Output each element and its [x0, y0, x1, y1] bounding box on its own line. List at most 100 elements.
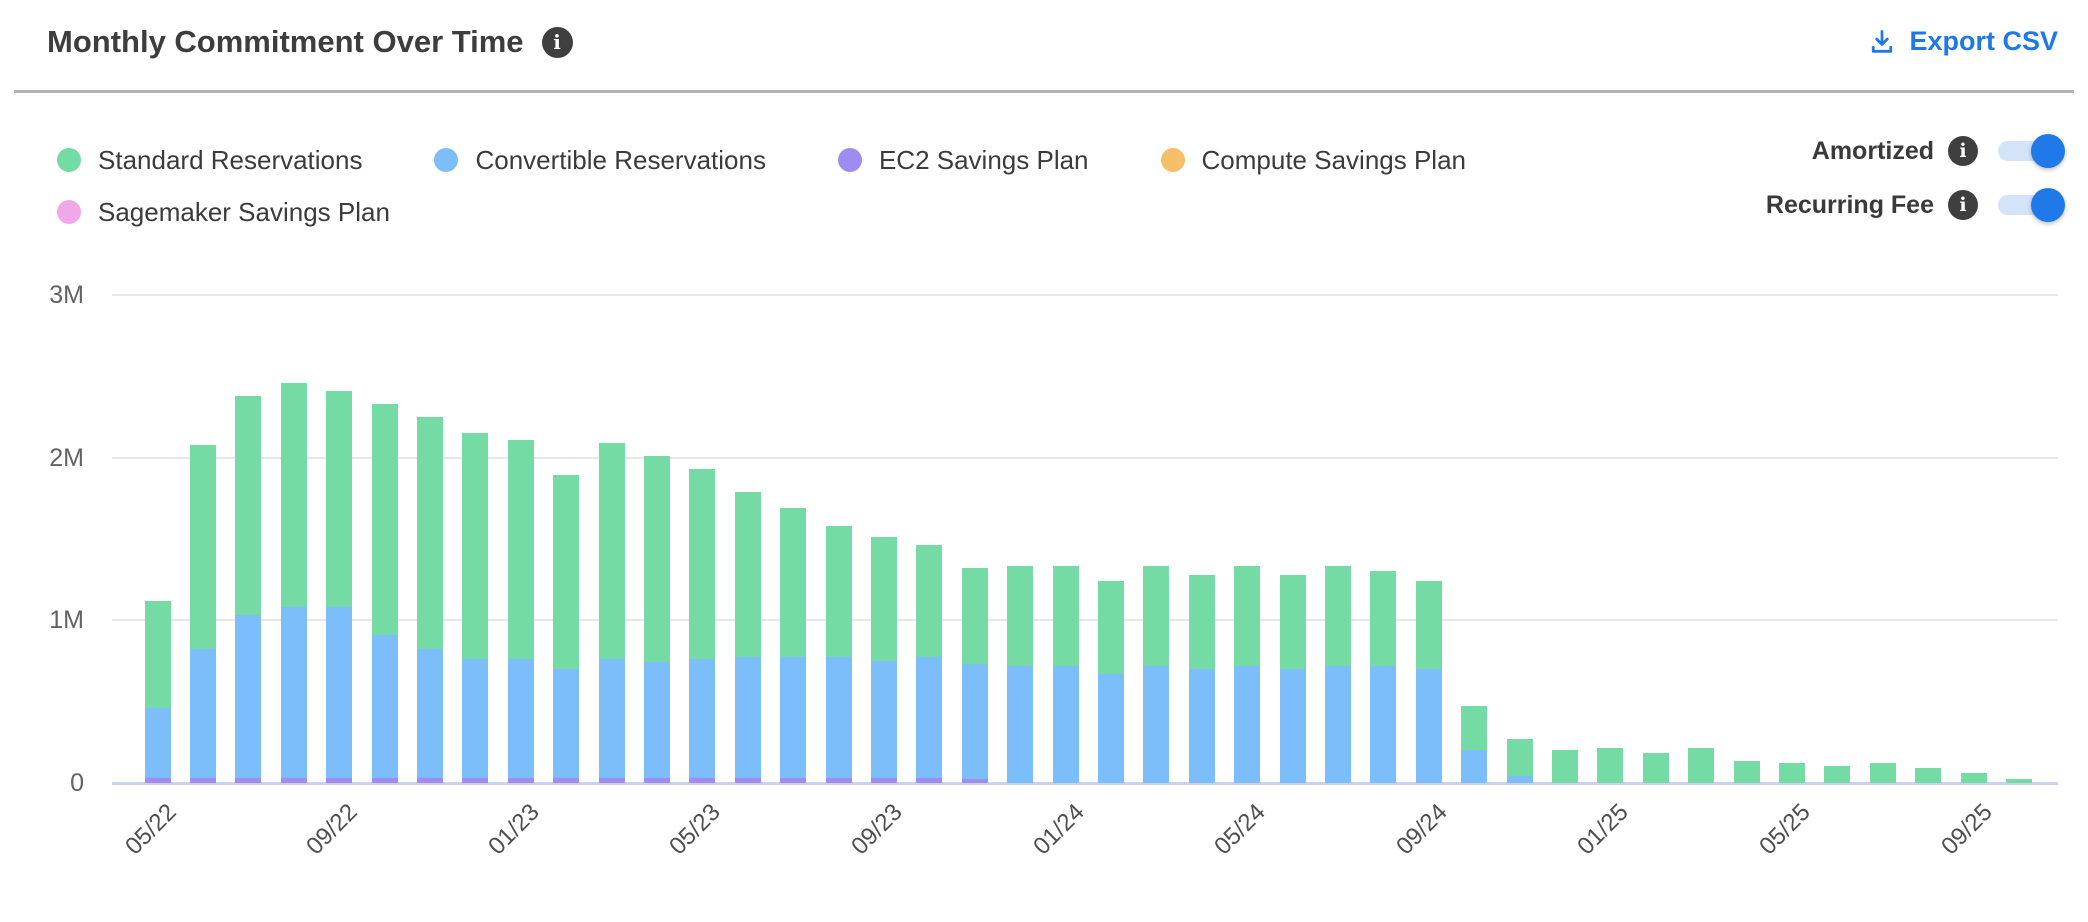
bar-segment-ec2-savings-plan [144, 777, 171, 783]
y-axis-label: 0 [70, 768, 84, 797]
bar[interactable] [961, 568, 988, 783]
bar[interactable] [689, 468, 716, 783]
bar-segment-standard-reservations [870, 537, 897, 661]
bar-segment-convertible-reservations [598, 659, 625, 778]
legend-item[interactable]: Compute Savings Plan [1160, 144, 1466, 176]
bar[interactable] [371, 403, 398, 783]
bar[interactable] [916, 545, 943, 783]
bar[interactable] [643, 455, 670, 783]
bar[interactable] [553, 475, 580, 783]
bar-segment-standard-reservations [553, 475, 580, 669]
bar-segment-standard-reservations [189, 444, 216, 650]
recurring-fee-label: Recurring Fee [1765, 190, 1934, 219]
y-axis-label: 1M [49, 606, 84, 634]
bar[interactable] [598, 442, 625, 783]
bar[interactable] [1778, 763, 1805, 783]
bar[interactable] [235, 395, 262, 783]
bar[interactable] [507, 439, 534, 783]
bar-segment-convertible-reservations [326, 607, 353, 778]
bar-segment-standard-reservations [1097, 581, 1124, 674]
bar-segment-standard-reservations [371, 403, 398, 635]
bar-segment-convertible-reservations [1188, 668, 1215, 783]
bar-segment-convertible-reservations [280, 607, 307, 778]
amortized-info-icon[interactable]: i [1948, 136, 1978, 166]
bar[interactable] [280, 382, 307, 783]
legend-item[interactable]: EC2 Savings Plan [837, 144, 1089, 176]
bar-segment-ec2-savings-plan [870, 777, 897, 783]
bar[interactable] [462, 433, 489, 783]
bar[interactable] [1461, 706, 1488, 783]
bar[interactable] [1688, 748, 1715, 783]
legend-label: Sagemaker Savings Plan [98, 196, 390, 227]
legend-row: Sagemaker Savings Plan [57, 186, 1477, 238]
bar-segment-convertible-reservations [1052, 665, 1079, 783]
bar[interactable] [1143, 566, 1170, 783]
title-info-icon[interactable]: i [541, 26, 573, 58]
bar-segment-convertible-reservations [1097, 673, 1124, 783]
bar-segment-ec2-savings-plan [280, 777, 307, 783]
bar-segment-standard-reservations [280, 382, 307, 607]
bar[interactable] [1007, 566, 1034, 783]
legend-dot [1160, 148, 1185, 172]
legend-item[interactable]: Convertible Reservations [434, 145, 766, 176]
bar[interactable] [1733, 761, 1760, 783]
bar-segment-ec2-savings-plan [416, 777, 443, 783]
bar[interactable] [1506, 738, 1533, 783]
bar-segment-ec2-savings-plan [734, 777, 761, 783]
bar-segment-standard-reservations [1869, 763, 1896, 783]
bar[interactable] [189, 444, 216, 783]
bar-segment-standard-reservations [1688, 748, 1715, 783]
bar[interactable] [1188, 574, 1215, 783]
bar-segment-convertible-reservations [1370, 665, 1397, 783]
bar[interactable] [1960, 772, 1987, 783]
recurring-fee-info-icon[interactable]: i [1948, 190, 1978, 220]
bar[interactable] [144, 600, 171, 783]
bar-segment-ec2-savings-plan [371, 777, 398, 783]
export-csv-button[interactable]: Export CSV [1868, 26, 2058, 57]
bar-segment-standard-reservations [1551, 750, 1578, 783]
bar-segment-standard-reservations [734, 491, 761, 658]
bar[interactable] [1915, 767, 1942, 783]
bar-segment-convertible-reservations [961, 663, 988, 780]
y-axis-label: 3M [49, 281, 84, 309]
bar[interactable] [416, 416, 443, 783]
recurring-fee-toggle-switch[interactable] [1998, 188, 2065, 222]
legend-label: EC2 Savings Plan [878, 144, 1089, 175]
bar[interactable] [1642, 753, 1669, 783]
bar[interactable] [1597, 748, 1624, 783]
x-axis-label: 09/23 [846, 798, 908, 861]
bar[interactable] [1415, 581, 1442, 783]
bar[interactable] [1869, 763, 1896, 783]
bar[interactable] [2005, 779, 2032, 783]
bar[interactable] [1324, 566, 1351, 783]
amortized-toggle-row: Amortized i [1766, 128, 2065, 174]
bar[interactable] [780, 507, 807, 783]
bar-segment-ec2-savings-plan [961, 779, 988, 783]
bar[interactable] [1052, 566, 1079, 783]
legend-label: Compute Savings Plan [1201, 144, 1466, 175]
bar-segment-ec2-savings-plan [689, 777, 716, 783]
bar[interactable] [870, 537, 897, 783]
bar[interactable] [1370, 571, 1397, 783]
bar[interactable] [1551, 750, 1578, 783]
bar[interactable] [825, 525, 852, 783]
bar[interactable] [1279, 574, 1306, 783]
bar[interactable] [1097, 581, 1124, 783]
amortized-toggle-switch[interactable] [1998, 134, 2065, 168]
bar[interactable] [1824, 766, 1851, 783]
legend-item[interactable]: Standard Reservations [57, 145, 362, 176]
bar-segment-standard-reservations [1324, 566, 1351, 666]
bar-segment-standard-reservations [326, 390, 353, 607]
bar[interactable] [734, 491, 761, 783]
download-icon [1872, 29, 1893, 53]
bar-segment-standard-reservations [416, 416, 443, 650]
bar-segment-convertible-reservations [371, 634, 398, 778]
legend-item[interactable]: Sagemaker Savings Plan [57, 197, 390, 228]
x-axis-label: 01/24 [1027, 798, 1090, 861]
bar-segment-standard-reservations [2005, 779, 2032, 783]
bar[interactable] [1234, 566, 1261, 783]
bar-segment-ec2-savings-plan [780, 777, 807, 783]
bar[interactable] [326, 390, 353, 783]
